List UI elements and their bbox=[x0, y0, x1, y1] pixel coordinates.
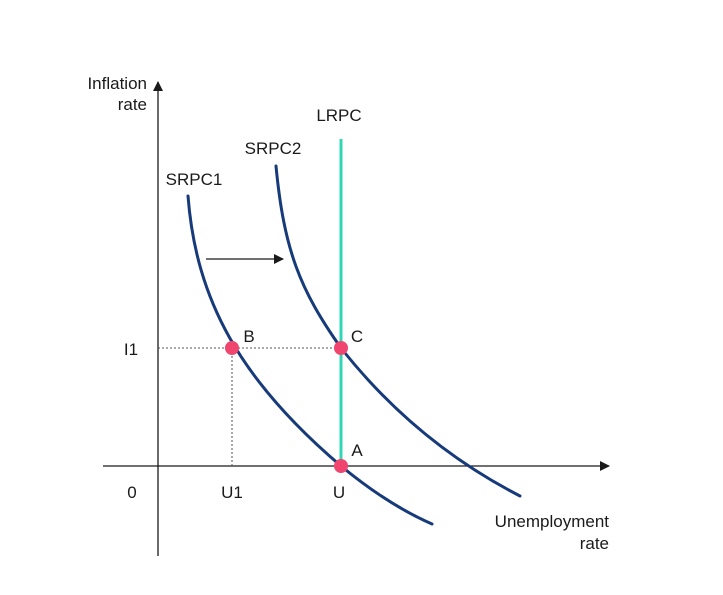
tick-label-u1: U1 bbox=[221, 483, 243, 502]
srpc1-label: SRPC1 bbox=[166, 170, 223, 189]
lrpc-label: LRPC bbox=[316, 106, 361, 125]
srpc1-curve bbox=[186, 194, 434, 526]
tick-label-u: U bbox=[333, 483, 345, 502]
tick-label-i1: I1 bbox=[124, 340, 138, 359]
srpc2-curve bbox=[274, 164, 522, 498]
point-a-label: A bbox=[351, 441, 363, 460]
point-a bbox=[334, 459, 348, 473]
srpc2-label: SRPC2 bbox=[245, 139, 302, 158]
y-axis-label-line2: rate bbox=[118, 95, 147, 114]
y-axis-label-line1: Inflation bbox=[87, 74, 147, 93]
x-axis-label-line1: Unemployment bbox=[495, 512, 610, 531]
point-b-label: B bbox=[243, 327, 254, 346]
point-c-label: C bbox=[351, 327, 363, 346]
origin-label: 0 bbox=[127, 483, 136, 502]
point-b bbox=[225, 341, 239, 355]
x-axis-label-line2: rate bbox=[580, 534, 609, 553]
point-c bbox=[334, 341, 348, 355]
